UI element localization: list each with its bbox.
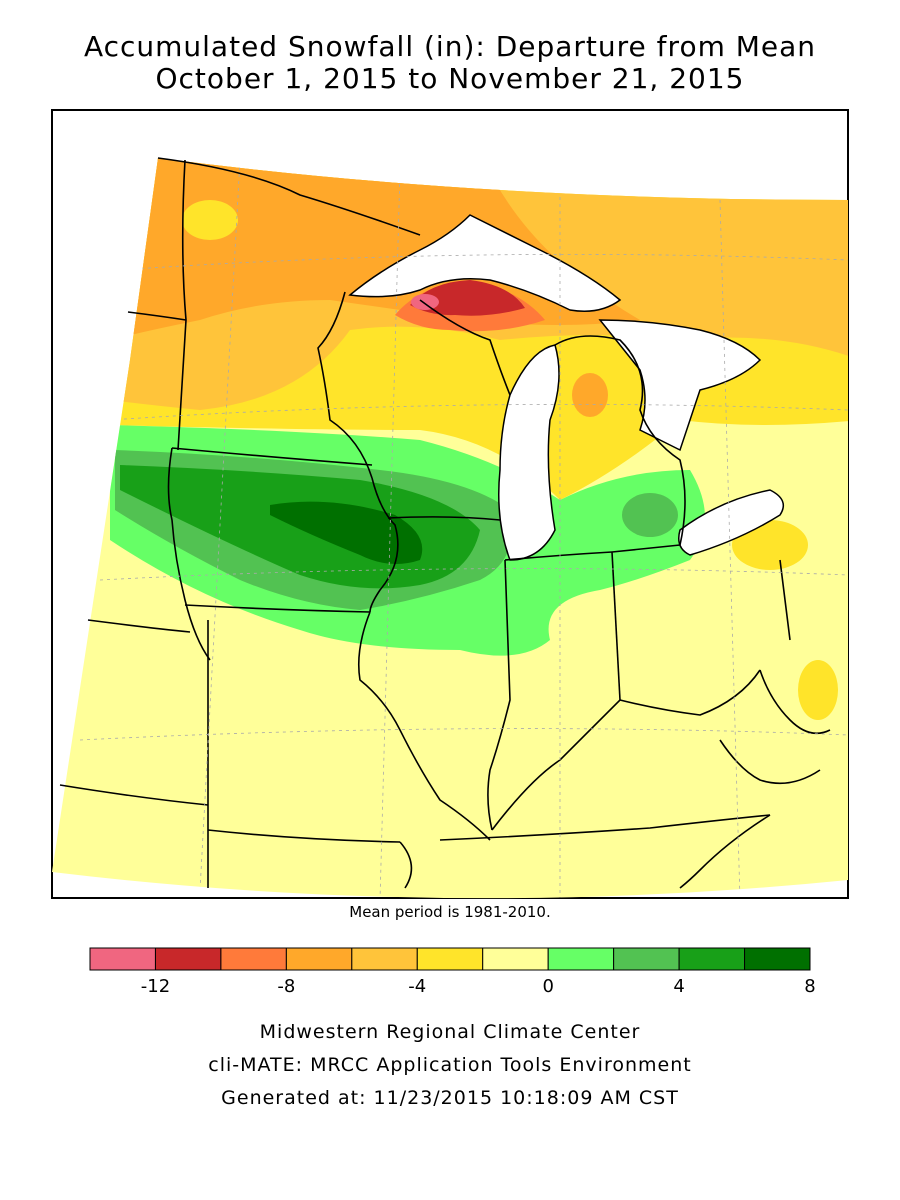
credit-line-1: Midwestern Regional Climate Center [259,1021,641,1043]
border-nd-sd [127,311,187,321]
legend-box-2 [220,947,287,971]
legend-box-8 [613,947,680,971]
us-canada-border [157,157,421,236]
zone-minus-12-to-minus-14 [411,294,439,310]
legend-tick-label: -12 [141,976,170,997]
legend-tick-label: -4 [408,976,426,997]
zone-6-to-8 [270,501,423,564]
michigan-coast [554,335,686,546]
border-oh-pa [779,559,791,641]
zone-minus-6-to-minus-8-michigan [572,373,608,417]
mean-period-note: Mean period is 1981-2010. [349,903,551,921]
lake-michigan [498,344,560,561]
border-ia-ne [167,447,211,661]
border-oh-mi [611,544,681,553]
graticule [79,159,848,899]
legend-box-7 [547,947,615,971]
border-in-oh [611,551,621,701]
border-il-mo [357,611,491,841]
legend-box-6 [482,947,549,971]
legend-box-10 [744,947,811,971]
legend-box-9 [678,947,746,971]
map-title-line-1: Accumulated Snowfall (in): Departure fro… [83,30,817,63]
legend-tick-labels: -12 -8 -4 0 4 8 [141,976,816,997]
credit-line-2: cli-MATE: MRCC Application Tools Environ… [208,1054,692,1076]
border-ia-mo [184,604,371,613]
legend-box-3 [285,947,353,971]
border-ks-ok [59,784,209,806]
state-boundaries [59,157,831,889]
border-il-in [487,559,511,831]
border-ohio-river [491,669,761,831]
lake-superior [348,214,622,312]
legend-box-0 [89,947,156,971]
great-lakes [348,214,785,561]
zone-2-to-4-michigan [622,493,678,537]
legend-tick-label: -8 [277,976,295,997]
border-ky-tn [439,814,771,841]
lake-erie [678,489,785,556]
zone-minus-10-to-minus-12 [410,280,525,316]
border-ia-il [369,477,399,613]
legend-color-boxes [89,947,811,971]
legend-box-4 [351,947,418,971]
border-oh-wv [759,669,831,735]
border-wi-il [387,516,501,521]
zone-minus-2-to-minus-4-ontario [732,520,808,570]
border-bootheel [399,841,413,889]
border-ky-wv [719,739,821,785]
legend-box-1 [154,947,222,971]
border-in-mi [504,551,613,561]
border-wi-mi [419,299,511,396]
legend-tick-label: 0 [542,976,553,997]
legend-tick-label: 8 [804,976,815,997]
border-mn-wi [317,291,373,479]
border-tn-va [679,814,771,889]
border-mo-ar [207,829,401,843]
credit-line-3: Generated at: 11/23/2015 10:18:09 AM CST [221,1087,679,1109]
border-ne-ks [87,619,191,633]
zone-minus-2-to-minus-4-nw-minnesota [182,200,238,240]
legend-box-5 [416,947,484,971]
border-nd-mn [177,159,187,451]
border-mn-ia [171,447,373,466]
zone-minus-2-to-minus-4-ohio [798,660,838,720]
legend-tick-label: 4 [673,976,684,997]
map-title-line-2: October 1, 2015 to November 21, 2015 [155,62,745,95]
